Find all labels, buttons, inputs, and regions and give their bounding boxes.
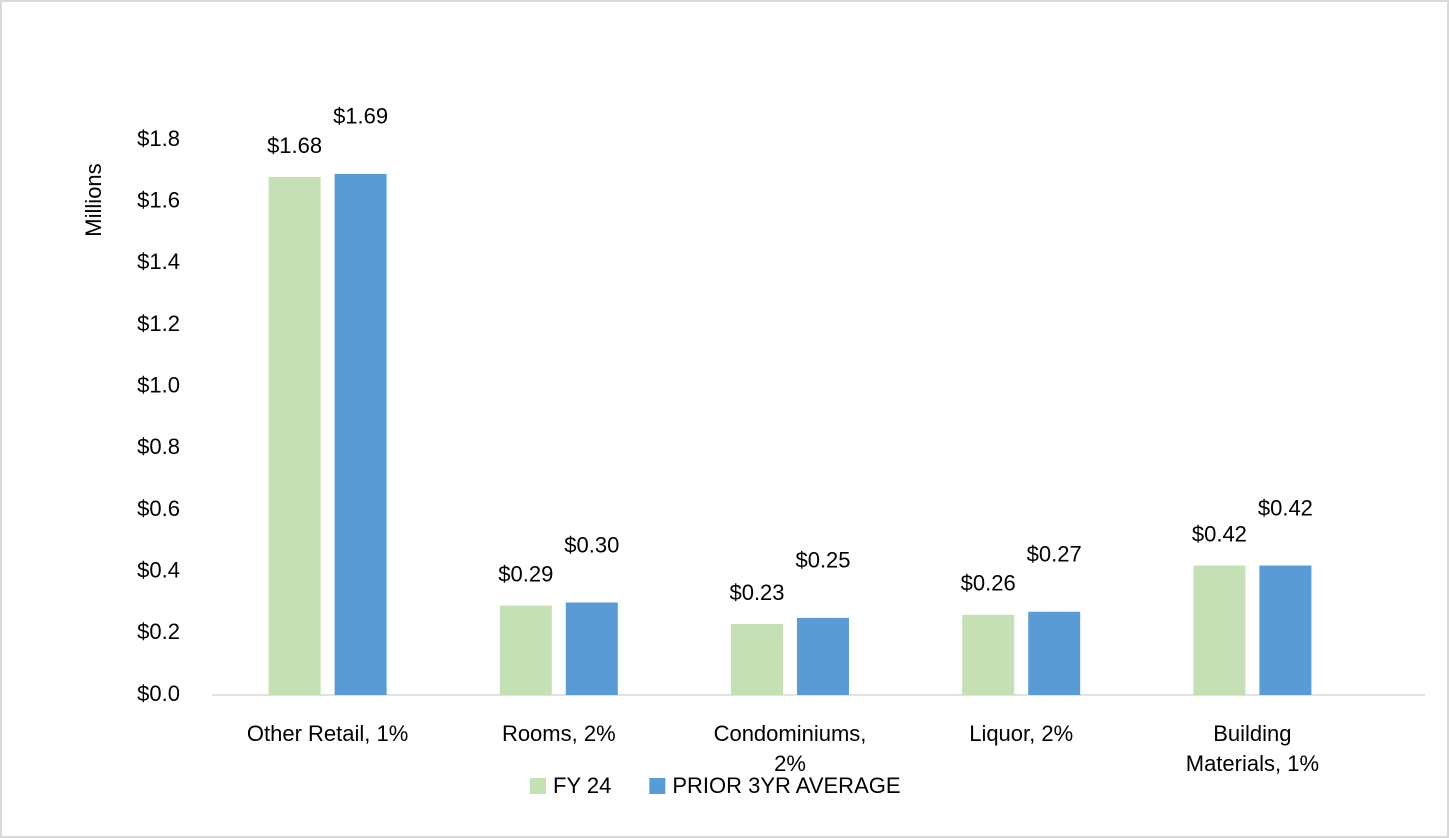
data-label: $0.42 <box>1192 521 1247 546</box>
y-tick-label: $1.6 <box>137 187 180 212</box>
bar <box>731 624 783 695</box>
y-tick-label: $0.6 <box>137 496 180 521</box>
x-tick-label: Rooms, 2% <box>501 721 616 746</box>
y-tick-label: $0.0 <box>137 681 180 706</box>
x-tick-label: Liquor, 2% <box>969 721 1074 746</box>
y-tick-label: $1.2 <box>137 311 180 336</box>
bar <box>1259 565 1312 695</box>
data-label: $0.30 <box>564 532 619 557</box>
bar <box>1028 611 1081 695</box>
x-tick-label: Condominiums, 2% <box>713 721 867 776</box>
legend-label: PRIOR 3YR AVERAGE <box>672 773 900 798</box>
legend-label: FY 24 <box>553 773 611 798</box>
y-axis-title: Millions <box>81 163 106 236</box>
y-tick-label: $1.0 <box>137 372 180 397</box>
data-label: $1.68 <box>267 133 322 158</box>
data-label: $0.42 <box>1258 495 1313 520</box>
bar <box>1193 565 1246 695</box>
data-label: $0.26 <box>961 571 1016 596</box>
data-label: $0.23 <box>729 580 784 605</box>
data-label: $0.25 <box>795 548 850 573</box>
bar <box>565 602 618 695</box>
bar <box>334 173 387 695</box>
legend-swatch <box>649 778 666 794</box>
bar <box>962 614 1015 695</box>
y-tick-label: $1.8 <box>137 126 180 151</box>
bar <box>268 177 321 695</box>
y-tick-label: $0.2 <box>137 619 180 644</box>
legend-swatch <box>530 778 546 794</box>
x-tick-label: Building Materials, 1% <box>1185 721 1320 776</box>
data-label: $1.69 <box>333 104 388 129</box>
data-label: $0.29 <box>498 561 553 586</box>
bar <box>499 605 552 695</box>
y-tick-label: $0.8 <box>137 434 180 459</box>
x-tick-label: Other Retail, 1% <box>246 721 409 746</box>
bar <box>797 617 849 695</box>
data-label: $0.27 <box>1027 542 1082 567</box>
y-tick-label: $1.4 <box>137 249 180 274</box>
y-tick-label: $0.4 <box>137 557 180 582</box>
